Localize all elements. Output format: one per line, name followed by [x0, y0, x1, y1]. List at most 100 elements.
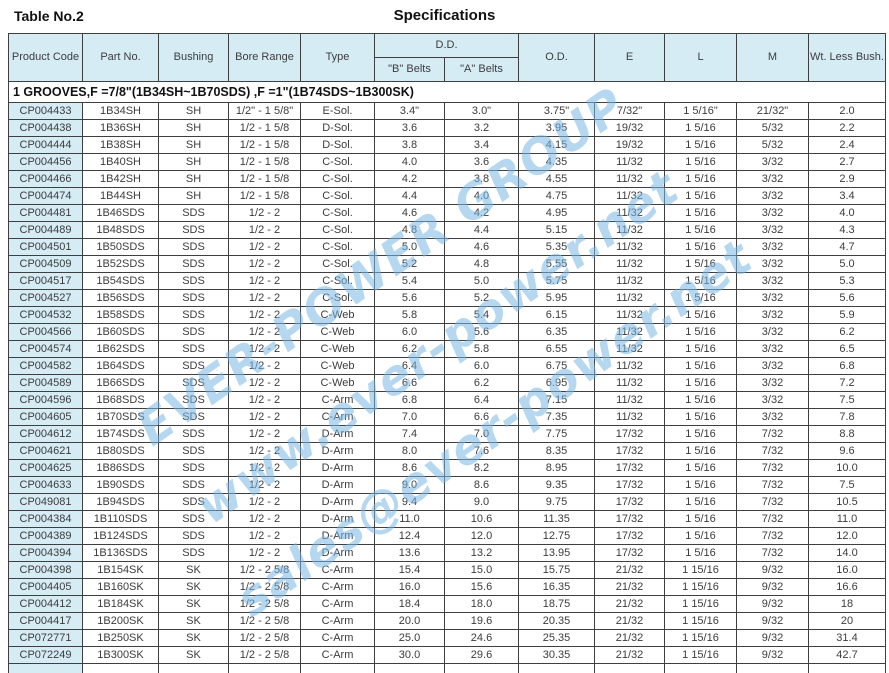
product-code-cell: CP004489 — [8, 221, 83, 239]
table-row: CP004612 1B74SDS SDS 1/2 - 2 D-Arm 7.4 7.0 7.75… — [8, 425, 886, 443]
data-cell: SDS — [158, 289, 229, 307]
data-cell: 18.4 — [374, 595, 445, 613]
data-cell: 9/32 — [736, 578, 809, 596]
data-cell: 4.8 — [444, 255, 519, 273]
product-code-cell: CP004384 — [8, 510, 83, 528]
data-cell: C-Web — [300, 306, 375, 324]
data-cell: 11/32 — [594, 170, 665, 188]
data-cell: 5.2 — [444, 289, 519, 307]
data-cell: 11/32 — [594, 340, 665, 358]
data-cell: D-Arm — [300, 425, 375, 443]
product-code-cell: CP004633 — [8, 476, 83, 494]
data-cell: 1/2 - 2 5/8 — [228, 612, 301, 630]
data-cell: 1 5/16 — [664, 374, 737, 392]
data-cell: 15.75 — [518, 561, 595, 579]
data-cell: C-Sol. — [300, 204, 375, 222]
data-cell: 1/2 - 1 5/8 — [228, 153, 301, 171]
data-cell: C-Web — [300, 323, 375, 341]
product-code-cell: CP004574 — [8, 340, 83, 358]
data-cell: 4.6 — [444, 238, 519, 256]
data-cell: 12.0 — [808, 527, 886, 545]
data-cell: 6.35 — [518, 323, 595, 341]
data-cell: 5.9 — [808, 306, 886, 324]
data-cell: 12.75 — [518, 527, 595, 545]
data-cell: 8.2 — [444, 459, 519, 477]
data-cell: 6.8 — [808, 357, 886, 375]
data-cell: 6.95 — [518, 374, 595, 392]
data-cell: 1/2 - 2 5/8 — [228, 578, 301, 596]
data-cell: 1 5/16 — [664, 238, 737, 256]
data-cell: 15.4 — [374, 561, 445, 579]
data-cell: 9/32 — [736, 595, 809, 613]
data-cell: 5.35 — [518, 238, 595, 256]
data-cell: 3.6 — [444, 153, 519, 171]
data-cell: 1B56SDS — [82, 289, 159, 307]
data-cell: 9.0 — [444, 493, 519, 511]
table-row: CP004589 1B66SDS SDS 1/2 - 2 C-Web 6.6 6.2 6.95… — [8, 374, 886, 392]
product-code-cell: CP004412 — [8, 595, 83, 613]
data-cell: 3/32 — [736, 391, 809, 409]
product-code-cell: CP004466 — [8, 170, 83, 188]
data-cell: 3/32 — [736, 187, 809, 205]
data-cell: 1B68SDS — [82, 391, 159, 409]
data-cell: 7.8 — [808, 408, 886, 426]
data-cell: 1 5/16 — [664, 476, 737, 494]
data-cell: 7.2 — [808, 374, 886, 392]
data-cell: 5.75 — [518, 272, 595, 290]
data-cell: 21/32 — [594, 629, 665, 647]
product-code-cell: CP004398 — [8, 561, 83, 579]
table-row: CP004474 1B44SH SH 1/2 - 1 5/8 C-Sol. 4.4 4.0 4… — [8, 187, 886, 205]
data-cell: C-Sol. — [300, 255, 375, 273]
data-cell: 7/32 — [736, 459, 809, 477]
data-cell: E-Sol. — [300, 102, 375, 120]
data-cell: 3/32 — [736, 289, 809, 307]
data-cell: 17/32 — [594, 544, 665, 562]
data-cell: 1/2 - 2 — [228, 493, 301, 511]
data-cell: C-Sol. — [300, 221, 375, 239]
data-cell: D-Arm — [300, 544, 375, 562]
data-cell: 18 — [808, 595, 886, 613]
product-code-cell — [8, 663, 83, 673]
data-cell: 7.35 — [518, 408, 595, 426]
table-row: CP004394 1B136SDS SDS 1/2 - 2 D-Arm 13.6 13.2 1… — [8, 544, 886, 562]
data-cell: 2.7 — [808, 153, 886, 171]
data-cell: C-Sol. — [300, 272, 375, 290]
col-header-dd: D.D. — [374, 33, 519, 58]
table-row: CP004596 1B68SDS SDS 1/2 - 2 C-Arm 6.8 6.4 7.15… — [8, 391, 886, 409]
data-cell: 11/32 — [594, 306, 665, 324]
data-cell: 1/2 - 1 5/8 — [228, 170, 301, 188]
data-cell — [736, 663, 809, 673]
data-cell: 7/32 — [736, 425, 809, 443]
data-cell: 1/2 - 2 — [228, 374, 301, 392]
data-cell: 9.35 — [518, 476, 595, 494]
data-cell — [228, 663, 301, 673]
data-cell: 1 15/16 — [664, 578, 737, 596]
data-cell: 8.95 — [518, 459, 595, 477]
data-cell: 3/32 — [736, 340, 809, 358]
data-cell: 5.55 — [518, 255, 595, 273]
section-header: 1 GROOVES,F =7/8"(1B34SH~1B70SDS) ,F =1"… — [8, 81, 886, 103]
data-cell: SH — [158, 119, 229, 137]
data-cell: 5.6 — [444, 323, 519, 341]
data-cell: 1B184SK — [82, 595, 159, 613]
data-cell: 1/2 - 2 — [228, 408, 301, 426]
data-cell: 11/32 — [594, 187, 665, 205]
col-header-e: E — [594, 33, 665, 82]
data-cell: 4.15 — [518, 136, 595, 154]
data-cell: 5.2 — [374, 255, 445, 273]
data-cell: D-Arm — [300, 493, 375, 511]
data-cell: 1 5/16 — [664, 408, 737, 426]
col-header-l: L — [664, 33, 737, 82]
data-cell: 21/32 — [594, 578, 665, 596]
data-cell: 1B40SH — [82, 153, 159, 171]
data-cell: 21/32" — [736, 102, 809, 120]
data-cell: 1B36SH — [82, 119, 159, 137]
table-row: CP004405 1B160SK SK 1/2 - 2 5/8 C-Arm 16.0 15.… — [8, 578, 886, 596]
data-cell: 1B160SK — [82, 578, 159, 596]
data-cell: 1 5/16 — [664, 544, 737, 562]
data-cell: 2.9 — [808, 170, 886, 188]
table-header: Product Code Part No. Bushing Bore Range… — [8, 33, 886, 82]
product-code-cell: CP004621 — [8, 442, 83, 460]
data-cell: 5.8 — [374, 306, 445, 324]
data-cell: 17/32 — [594, 476, 665, 494]
